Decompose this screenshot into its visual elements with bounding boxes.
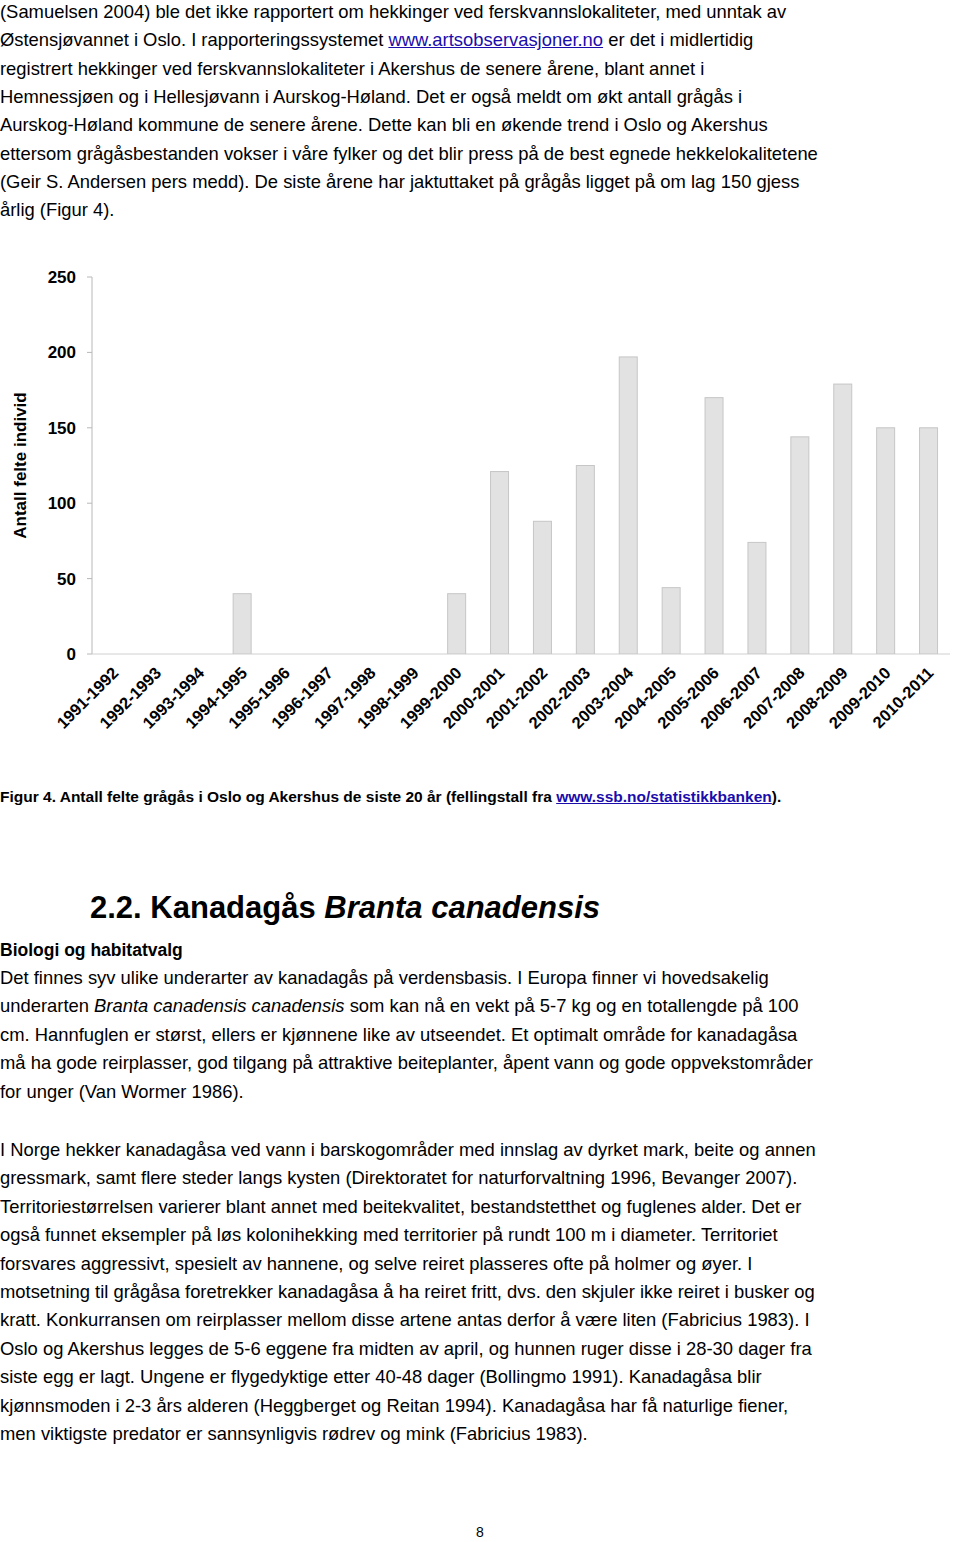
text-line: ettersom grågåsbestanden vokser i våre f… xyxy=(0,143,818,165)
text-run: Hemnessjøen og i Hellesjøvann i Aurskog-… xyxy=(0,86,742,107)
text-line: gressmark, samt flere steder langs kyste… xyxy=(0,1167,797,1189)
text-line: kjønnsmoden i 2-3 års alderen (Heggberge… xyxy=(0,1395,788,1417)
text-run: forsvares aggressivt, spesielt av hannen… xyxy=(0,1253,752,1274)
text-run: må ha gode reirplasser, god tilgang på a… xyxy=(0,1052,813,1073)
text-run: årlig (Figur 4). xyxy=(0,199,114,220)
text-line: Det finnes syv ulike underarter av kanad… xyxy=(0,967,769,989)
page-number: 8 xyxy=(0,1524,960,1540)
tick-mark xyxy=(87,578,92,579)
text-line: forsvares aggressivt, spesielt av hannen… xyxy=(0,1253,752,1275)
tick-label: 150 xyxy=(48,419,76,438)
axis-title: Antall felte individ xyxy=(11,392,30,538)
bar xyxy=(104,654,122,655)
text-line: for unger (Van Wormer 1986). xyxy=(0,1081,244,1103)
text-run: I Norge hekker kanadagåsa ved vann i bar… xyxy=(0,1139,816,1160)
italic-text: Branta canadensis canadensis xyxy=(94,995,344,1016)
section-heading: 2.2. Kanadagås Branta canadensis xyxy=(90,890,600,926)
tick-mark xyxy=(87,654,92,655)
text-run: ettersom grågåsbestanden vokser i våre f… xyxy=(0,143,818,164)
text-run: er det i midlertidig xyxy=(603,29,753,50)
text-run: Det finnes syv ulike underarter av kanad… xyxy=(0,967,769,988)
text-line: I Norge hekker kanadagåsa ved vann i bar… xyxy=(0,1139,816,1161)
bar xyxy=(791,437,809,654)
tick-label: 250 xyxy=(48,268,76,287)
bar xyxy=(877,428,895,654)
text-line: kratt. Konkurransen om reirplasser mello… xyxy=(0,1309,810,1331)
text-run: Østensjøvannet i Oslo. I rapporteringssy… xyxy=(0,29,388,50)
bar xyxy=(319,654,337,655)
text-run: registrert hekkinger ved ferskvannslokal… xyxy=(0,58,704,79)
text-line: underarten Branta canadensis canadensis … xyxy=(0,995,799,1017)
text-line: (Samuelsen 2004) ble det ikke rapportert… xyxy=(0,1,786,23)
y-axis xyxy=(92,277,93,654)
text-run: kjønnsmoden i 2-3 års alderen (Heggberge… xyxy=(0,1395,788,1416)
text-run: for unger (Van Wormer 1986). xyxy=(0,1081,244,1102)
bar xyxy=(190,654,208,655)
tick-mark xyxy=(87,503,92,504)
text-line: men viktigste predator er sannsynligvis … xyxy=(0,1423,588,1445)
text-line: Østensjøvannet i Oslo. I rapporteringssy… xyxy=(0,29,753,51)
bar xyxy=(448,594,466,654)
bar xyxy=(405,654,423,655)
text-run: Figur 4. Antall felte grågås i Oslo og A… xyxy=(0,788,556,805)
text-line: årlig (Figur 4). xyxy=(0,199,114,221)
bar xyxy=(147,654,165,655)
tick-mark xyxy=(87,277,92,278)
text-line: må ha gode reirplasser, god tilgang på a… xyxy=(0,1052,813,1074)
text-run: cm. Hannfuglen er størst, ellers er kjøn… xyxy=(0,1024,797,1045)
text-run: Oslo og Akershus legges de 5-6 eggene fr… xyxy=(0,1338,812,1359)
text-run: kratt. Konkurransen om reirplasser mello… xyxy=(0,1309,810,1330)
chart: Antall felte individ0501001502002501991-… xyxy=(0,0,960,780)
link: www.ssb.no/statistikkbanken xyxy=(556,788,772,805)
tick-label: 50 xyxy=(57,570,76,589)
text-run: også funnet eksempler på løs kolonihekki… xyxy=(0,1224,778,1245)
text-run: gressmark, samt flere steder langs kyste… xyxy=(0,1167,797,1188)
text-line: registrert hekkinger ved ferskvannslokal… xyxy=(0,58,704,80)
bar xyxy=(576,466,594,655)
text-line: (Geir S. Andersen pers medd). De siste å… xyxy=(0,171,799,193)
text-run: Aurskog-Høland kommune de senere årene. … xyxy=(0,114,768,135)
text-run: underarten xyxy=(0,995,94,1016)
bar xyxy=(491,472,509,654)
bar xyxy=(533,521,551,654)
bar xyxy=(233,594,251,654)
tick-mark xyxy=(87,352,92,353)
bar xyxy=(619,357,637,654)
text-run: som kan nå en vekt på 5-7 kg og en total… xyxy=(345,995,799,1016)
tick-mark xyxy=(87,427,92,428)
tick-label: 100 xyxy=(48,494,76,513)
text-run: 2.2. Kanadagås xyxy=(90,890,324,925)
text-line: Aurskog-Høland kommune de senere årene. … xyxy=(0,114,768,136)
bar xyxy=(362,654,380,655)
text-line: motsetning til grågåsa foretrekker kanad… xyxy=(0,1281,815,1303)
tick-label: 2010-2011 xyxy=(869,663,937,731)
text-line: Oslo og Akershus legges de 5-6 eggene fr… xyxy=(0,1338,812,1360)
x-axis xyxy=(92,654,950,655)
text-run: Territoriestørrelsen varierer blant anne… xyxy=(0,1196,801,1217)
bar xyxy=(276,654,294,655)
text-line: også funnet eksempler på løs kolonihekki… xyxy=(0,1224,778,1246)
tick-label: 200 xyxy=(48,343,76,362)
bar xyxy=(705,398,723,654)
text-line: siste egg er lagt. Ungene er flygedyktig… xyxy=(0,1366,762,1388)
bar xyxy=(834,384,852,654)
text-run: ). xyxy=(772,788,781,805)
tick-label: 0 xyxy=(67,645,76,664)
italic-text: Branta canadensis xyxy=(324,890,600,925)
text-run: (Geir S. Andersen pers medd). De siste å… xyxy=(0,171,799,192)
bar xyxy=(920,428,938,654)
text-run: men viktigste predator er sannsynligvis … xyxy=(0,1423,588,1444)
text-line: Territoriestørrelsen varierer blant anne… xyxy=(0,1196,801,1218)
bars xyxy=(233,357,937,654)
bar xyxy=(662,588,680,654)
link: www.artsobservasjoner.no xyxy=(388,29,603,50)
text-line: cm. Hannfuglen er størst, ellers er kjøn… xyxy=(0,1024,797,1046)
bar xyxy=(748,542,766,654)
text-run: (Samuelsen 2004) ble det ikke rapportert… xyxy=(0,1,786,22)
text-line: Hemnessjøen og i Hellesjøvann i Aurskog-… xyxy=(0,86,742,108)
text-run: siste egg er lagt. Ungene er flygedyktig… xyxy=(0,1366,762,1387)
subheading: Biologi og habitatvalg xyxy=(0,939,183,961)
figure-caption: Figur 4. Antall felte grågås i Oslo og A… xyxy=(0,787,781,807)
text-run: motsetning til grågåsa foretrekker kanad… xyxy=(0,1281,815,1302)
